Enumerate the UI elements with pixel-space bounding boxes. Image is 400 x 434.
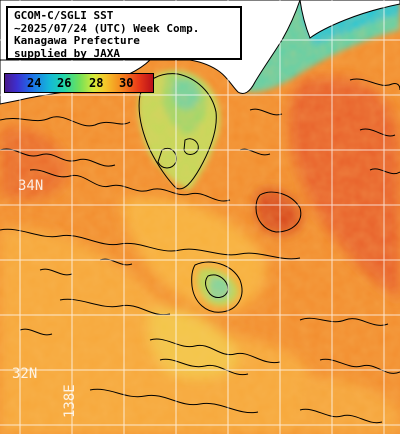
title-line-date: ~2025/07/24 (UTC) Week Comp. [14,21,200,35]
lat-label-32n: 32N [12,366,38,382]
title-line-credit: supplied by JAXA [14,46,120,60]
lon-label-138e: 138E [62,384,78,418]
colorbar-tick-24: 24 [27,76,42,90]
lat-label-34n: 34N [18,178,44,194]
land-east-coast [299,0,400,39]
sst-colorbar: 24 26 28 30 [4,73,154,93]
map-title-box: GCOM-C/SGLI SST ~2025/07/24 (UTC) Week C… [6,6,242,60]
title-line-region: Kanagawa Prefecture [14,34,140,47]
title-line-product: GCOM-C/SGLI SST [14,9,114,22]
colorbar-tick-26: 26 [57,76,72,90]
colorbar-tick-30: 30 [119,76,134,90]
colorbar-tick-28: 28 [89,76,104,90]
